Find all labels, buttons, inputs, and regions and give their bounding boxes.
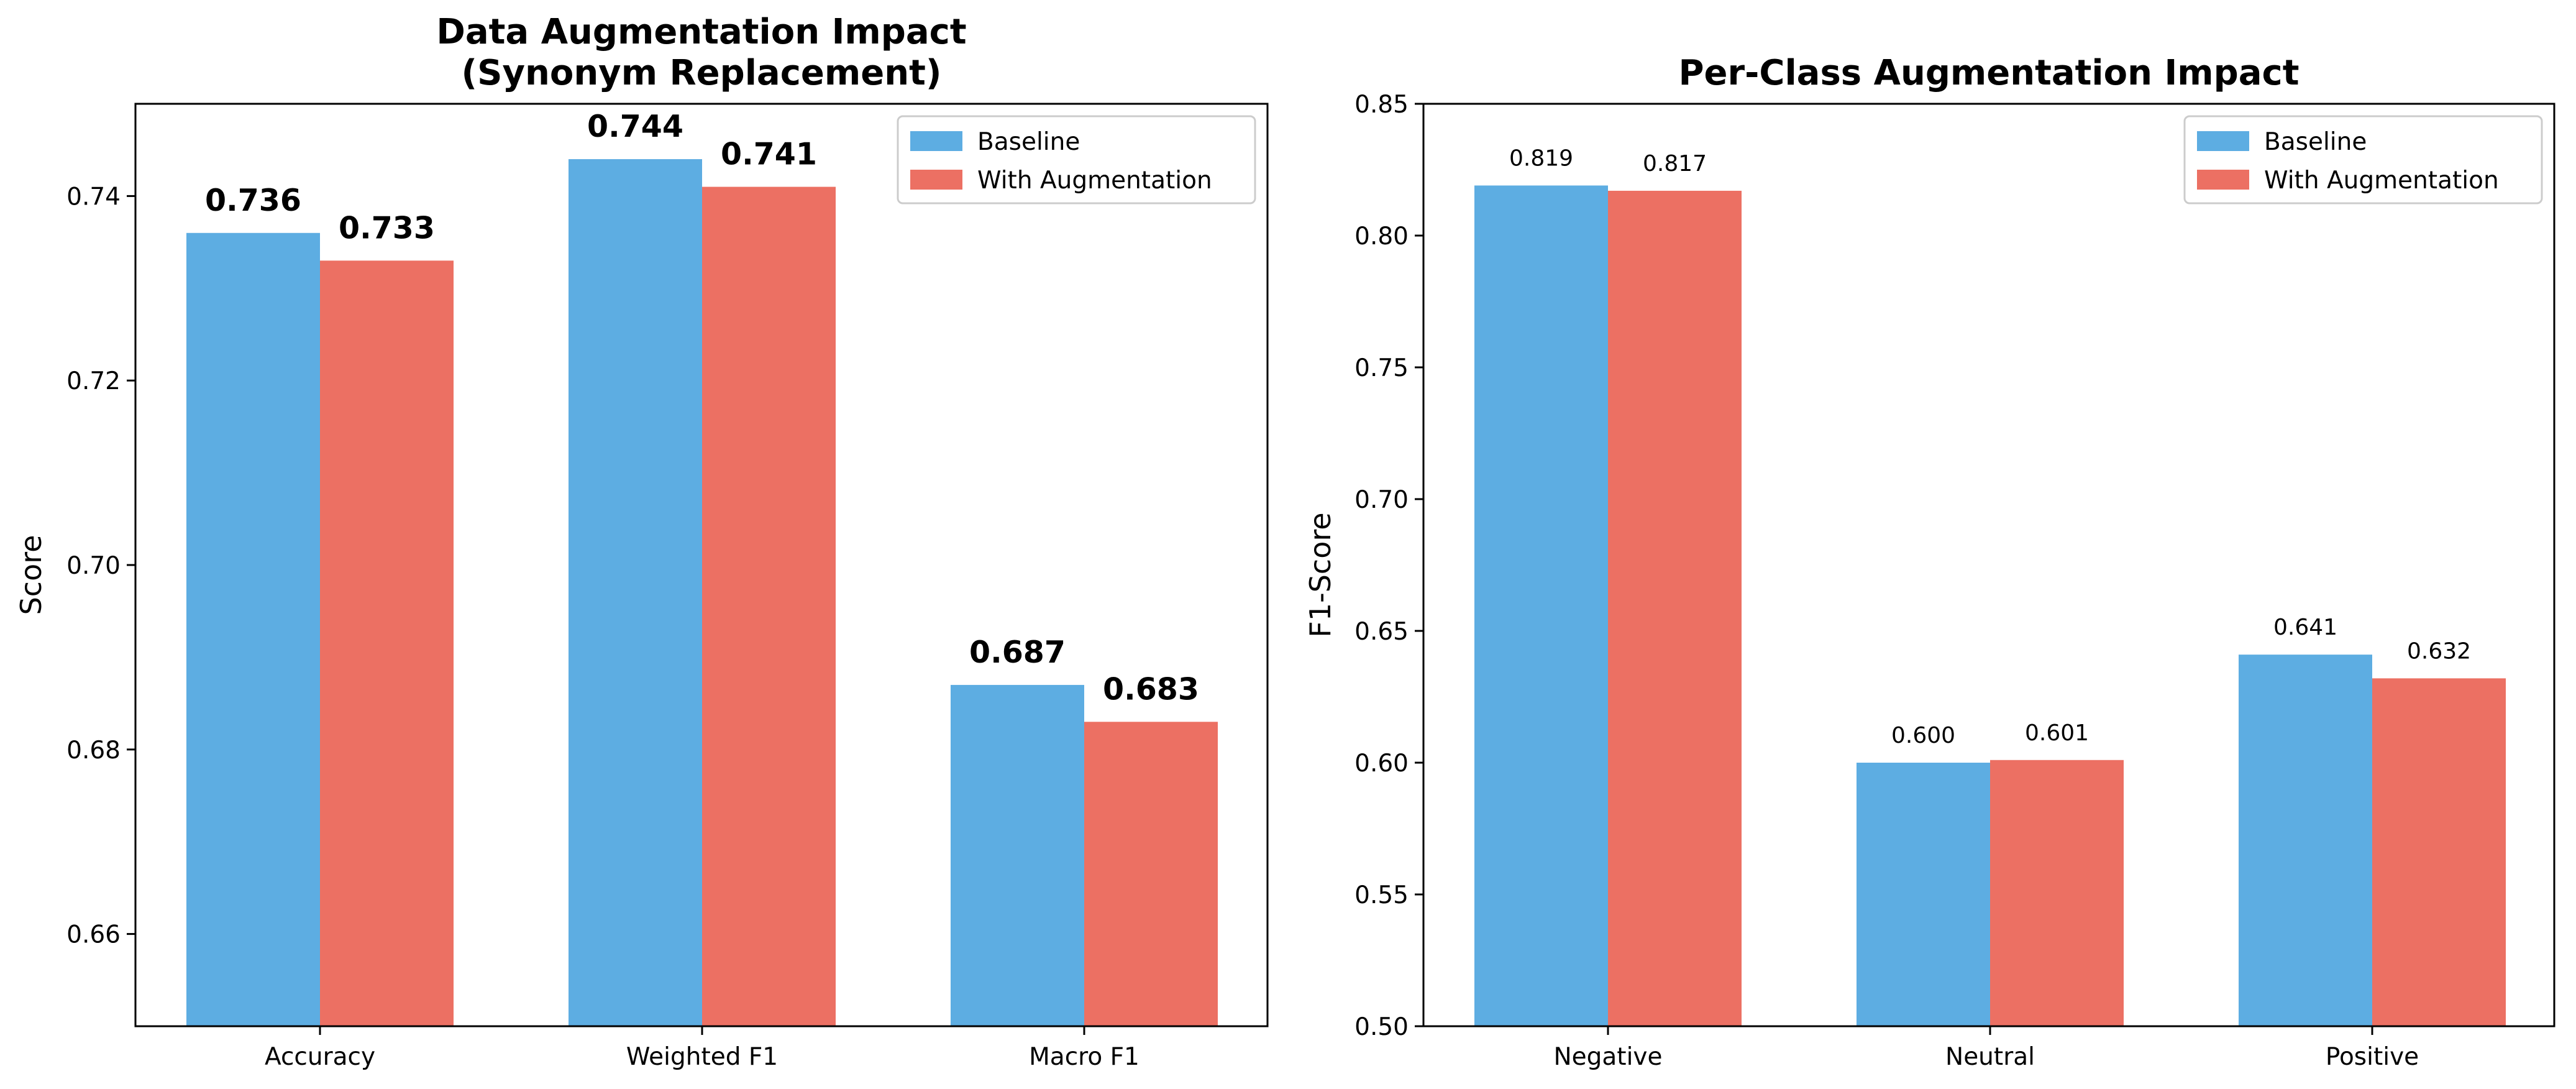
x-tick-label: Negative xyxy=(1553,1043,1662,1071)
y-tick-label: 0.70 xyxy=(1354,486,1409,514)
y-tick-label: 0.60 xyxy=(1354,750,1409,778)
x-tick-label: Neutral xyxy=(1945,1043,2035,1071)
bar-augmentation-macro-f1 xyxy=(1084,722,1218,1026)
bar-augmentation-weighted-f1 xyxy=(702,186,836,1026)
chart-title-line: Data Augmentation Impact xyxy=(436,12,966,52)
plot-frame xyxy=(1422,103,2555,1027)
x-tick-label: Macro F1 xyxy=(1029,1043,1140,1071)
chart-panel-1: Data Augmentation Impact(Synonym Replace… xyxy=(14,12,1269,1071)
legend-box xyxy=(897,115,1256,204)
legend-label: Baseline xyxy=(2264,128,2367,156)
legend-swatch-baseline xyxy=(910,131,962,151)
data-label: 0.687 xyxy=(969,635,1066,670)
y-tick-label: 0.55 xyxy=(1354,881,1409,909)
y-tick-label: 0.50 xyxy=(1354,1013,1409,1041)
legend-swatch-augmentation xyxy=(2197,170,2249,190)
legend-swatch-augmentation xyxy=(910,170,962,190)
legend-label: With Augmentation xyxy=(977,167,1212,195)
legend-swatch-baseline xyxy=(2197,131,2249,151)
chart-title-line: Per-Class Augmentation Impact xyxy=(1678,53,2299,93)
legend-label: With Augmentation xyxy=(2264,167,2499,195)
data-label: 0.632 xyxy=(2407,638,2471,664)
y-tick-label: 0.65 xyxy=(1354,618,1409,646)
y-tick-label: 0.66 xyxy=(66,921,121,949)
chart-panel-2: Per-Class Augmentation Impact 0.819 0.600 0… xyxy=(1304,53,2555,1071)
data-label: 0.600 xyxy=(1891,723,1955,748)
data-label: 0.817 xyxy=(1643,151,1707,177)
legend-box xyxy=(2183,115,2543,204)
legend: Baseline With Augmentation xyxy=(2183,115,2543,204)
bar-augmentation-accuracy xyxy=(320,260,454,1026)
x-tick-label: Weighted F1 xyxy=(626,1043,778,1071)
y-tick-label: 0.85 xyxy=(1354,91,1409,119)
chart-title-line: (Synonym Replacement) xyxy=(462,53,942,93)
bar-baseline-positive xyxy=(2239,655,2372,1026)
legend-label: Baseline xyxy=(977,128,1080,156)
bar-baseline-weighted-f1 xyxy=(569,159,702,1026)
y-tick-label: 0.68 xyxy=(66,737,121,765)
y-tick-label: 0.74 xyxy=(66,183,121,211)
y-tick-label: 0.70 xyxy=(66,552,121,580)
data-label: 0.733 xyxy=(339,210,435,246)
y-tick-label: 0.80 xyxy=(1354,223,1409,250)
x-tick-label: Accuracy xyxy=(265,1043,375,1071)
data-label: 0.741 xyxy=(721,137,817,172)
y-tick-label: 0.72 xyxy=(66,367,121,395)
y-axis-label: Score xyxy=(14,535,48,615)
bar-baseline-macro-f1 xyxy=(951,684,1084,1026)
bar-augmentation-positive xyxy=(2372,678,2506,1026)
bar-augmentation-neutral xyxy=(1990,760,2124,1026)
data-label: 0.819 xyxy=(1509,145,1573,171)
y-tick-label: 0.75 xyxy=(1354,354,1409,382)
data-label: 0.683 xyxy=(1103,671,1199,707)
y-axis-label: F1-Score xyxy=(1304,512,1337,637)
bar-augmentation-negative xyxy=(1608,190,1742,1026)
data-label: 0.744 xyxy=(587,109,683,144)
data-label: 0.641 xyxy=(2273,615,2337,640)
bar-baseline-negative xyxy=(1474,185,1608,1027)
data-label: 0.736 xyxy=(205,183,301,218)
bar-baseline-neutral xyxy=(1857,763,1990,1026)
legend: Baseline With Augmentation xyxy=(897,115,1256,204)
data-label: 0.601 xyxy=(2025,720,2089,746)
x-tick-label: Positive xyxy=(2326,1043,2419,1071)
bar-baseline-accuracy xyxy=(186,232,320,1026)
